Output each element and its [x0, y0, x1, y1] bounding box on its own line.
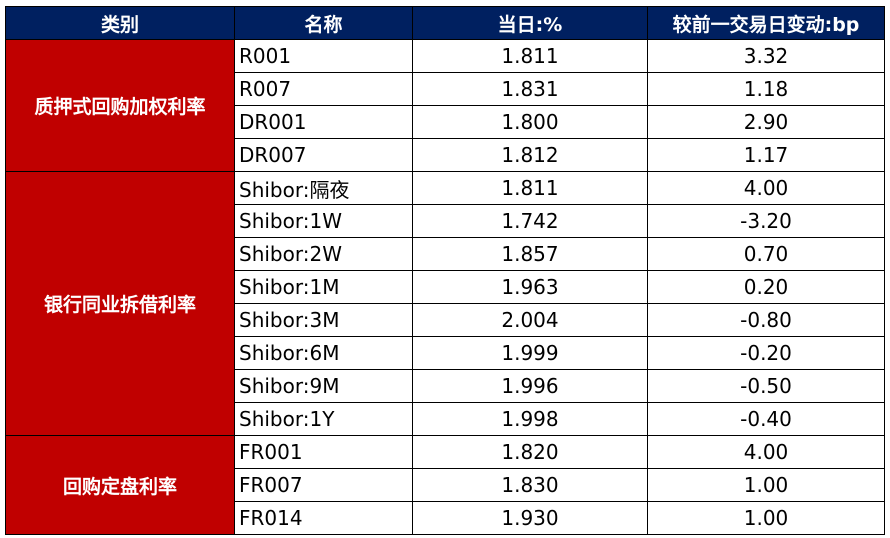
- change-cell: 0.20: [647, 270, 885, 304]
- change-cell: 4.00: [647, 435, 885, 469]
- name-cell: Shibor:1Y: [234, 402, 413, 436]
- value-cell: 1.963: [412, 270, 648, 304]
- name-cell: Shibor:1M: [234, 270, 413, 304]
- value-cell: 1.811: [412, 39, 648, 73]
- value-cell: 1.999: [412, 336, 648, 370]
- name-cell: FR007: [234, 468, 413, 502]
- name-cell: FR001: [234, 435, 413, 469]
- header-value: 当日:%: [412, 6, 648, 40]
- name-cell: Shibor:6M: [234, 336, 413, 370]
- value-cell: 1.811: [412, 171, 648, 205]
- value-cell: 1.998: [412, 402, 648, 436]
- change-cell: 0.70: [647, 237, 885, 271]
- value-cell: 1.831: [412, 72, 648, 106]
- name-cell: DR007: [234, 138, 413, 172]
- table-row: Shibor:1W 1.742 -3.20: [6, 204, 885, 238]
- change-cell: 1.17: [647, 138, 885, 172]
- name-cell: Shibor:1W: [234, 204, 413, 238]
- change-cell: -0.50: [647, 369, 885, 403]
- table-row: Shibor:3M 2.004 -0.80: [6, 303, 885, 337]
- name-cell: R007: [234, 72, 413, 106]
- table-row: Shibor:2W 1.857 0.70: [6, 237, 885, 271]
- value-cell: 1.800: [412, 105, 648, 139]
- name-cell: FR014: [234, 501, 413, 535]
- change-cell: -0.80: [647, 303, 885, 337]
- table-row: Shibor:1M 1.963 0.20: [6, 270, 885, 304]
- header-row: 类别 名称 当日:% 较前一交易日变动:bp: [5, 6, 885, 40]
- category-cell: 质押式回购加权利率: [5, 39, 235, 172]
- value-cell: 2.004: [412, 303, 648, 337]
- value-cell: 1.812: [412, 138, 648, 172]
- table-row: FR007 1.830 1.00: [6, 468, 885, 502]
- table-row: R007 1.831 1.18: [6, 72, 885, 106]
- name-cell: Shibor:隔夜: [234, 171, 413, 205]
- value-cell: 1.930: [412, 501, 648, 535]
- table-row: 银行同业拆借利率 Shibor:隔夜 1.811 4.00: [5, 171, 885, 436]
- value-cell: 1.742: [412, 204, 648, 238]
- change-cell: -3.20: [647, 204, 885, 238]
- value-cell: 1.820: [412, 435, 648, 469]
- change-cell: 3.32: [647, 39, 885, 73]
- table-row: Shibor:9M 1.996 -0.50: [6, 369, 885, 403]
- change-cell: 2.90: [647, 105, 885, 139]
- category-cell: 回购定盘利率: [5, 435, 235, 535]
- table-row: Shibor:6M 1.999 -0.20: [6, 336, 885, 370]
- header-change: 较前一交易日变动:bp: [647, 6, 885, 40]
- value-cell: 1.830: [412, 468, 648, 502]
- change-cell: 1.18: [647, 72, 885, 106]
- change-cell: 1.00: [647, 501, 885, 535]
- name-cell: R001: [234, 39, 413, 73]
- change-cell: -0.20: [647, 336, 885, 370]
- table-row: 回购定盘利率 FR001 1.820 4.00: [5, 435, 885, 535]
- name-cell: Shibor:2W: [234, 237, 413, 271]
- header-category: 类别: [5, 6, 235, 40]
- name-cell: DR001: [234, 105, 413, 139]
- name-cell: Shibor:9M: [234, 369, 413, 403]
- category-cell: 银行同业拆借利率: [5, 171, 235, 436]
- change-cell: 4.00: [647, 171, 885, 205]
- value-cell: 1.857: [412, 237, 648, 271]
- name-cell: Shibor:3M: [234, 303, 413, 337]
- table-row: 质押式回购加权利率 R001 1.811 3.32: [5, 39, 885, 172]
- rates-table: 类别 名称 当日:% 较前一交易日变动:bp 质押式回购加权利率 R001 1.81…: [5, 6, 885, 535]
- table-row: FR014 1.930 1.00: [6, 501, 885, 535]
- header-name: 名称: [234, 6, 413, 40]
- value-cell: 1.996: [412, 369, 648, 403]
- change-cell: -0.40: [647, 402, 885, 436]
- change-cell: 1.00: [647, 468, 885, 502]
